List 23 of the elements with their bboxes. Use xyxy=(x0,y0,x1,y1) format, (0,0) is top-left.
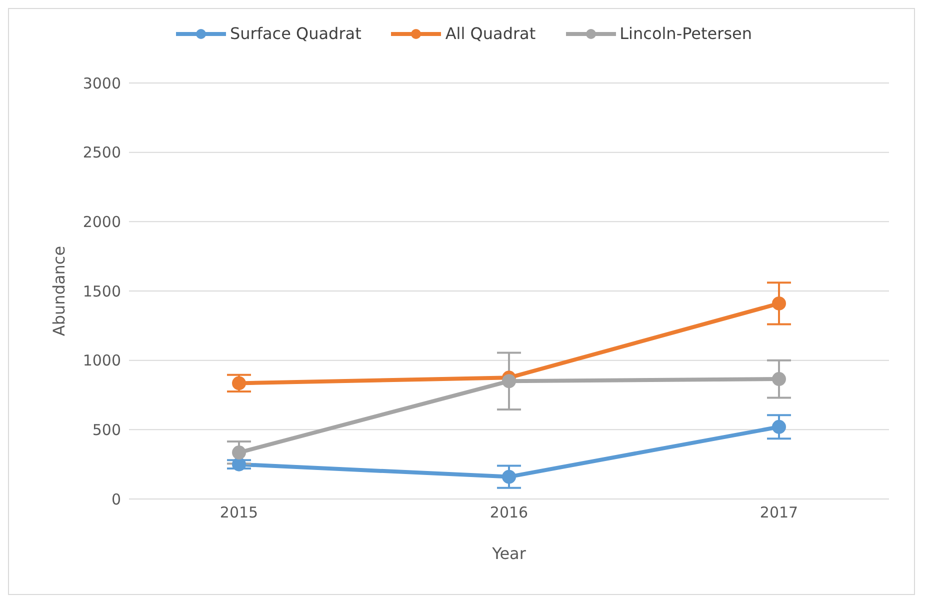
y-tick-label: 1500 xyxy=(82,282,121,300)
legend-label: Surface Quadrat xyxy=(230,24,362,43)
y-axis-title: Abundance xyxy=(50,246,69,336)
y-tick-label: 2500 xyxy=(82,144,121,162)
point xyxy=(232,446,246,460)
y-tick-label: 0 xyxy=(111,490,121,508)
y-tick-label: 3000 xyxy=(82,74,121,92)
x-tick-label: 2015 xyxy=(220,504,258,522)
y-tick-label: 1000 xyxy=(82,352,121,370)
legend-label: Lincoln-Petersen xyxy=(620,24,752,43)
point xyxy=(772,372,786,386)
point xyxy=(232,457,246,472)
point xyxy=(772,420,786,434)
y-tick-label: 500 xyxy=(92,420,121,439)
x-tick-label: 2017 xyxy=(760,504,798,522)
x-axis-title: Year xyxy=(491,544,526,563)
point xyxy=(502,470,516,484)
x-tick-label: 2016 xyxy=(490,504,528,522)
point xyxy=(772,296,786,310)
y-tick-label: 2000 xyxy=(82,212,121,231)
point xyxy=(232,376,246,390)
point xyxy=(502,374,516,388)
legend-label: All Quadrat xyxy=(445,24,536,43)
